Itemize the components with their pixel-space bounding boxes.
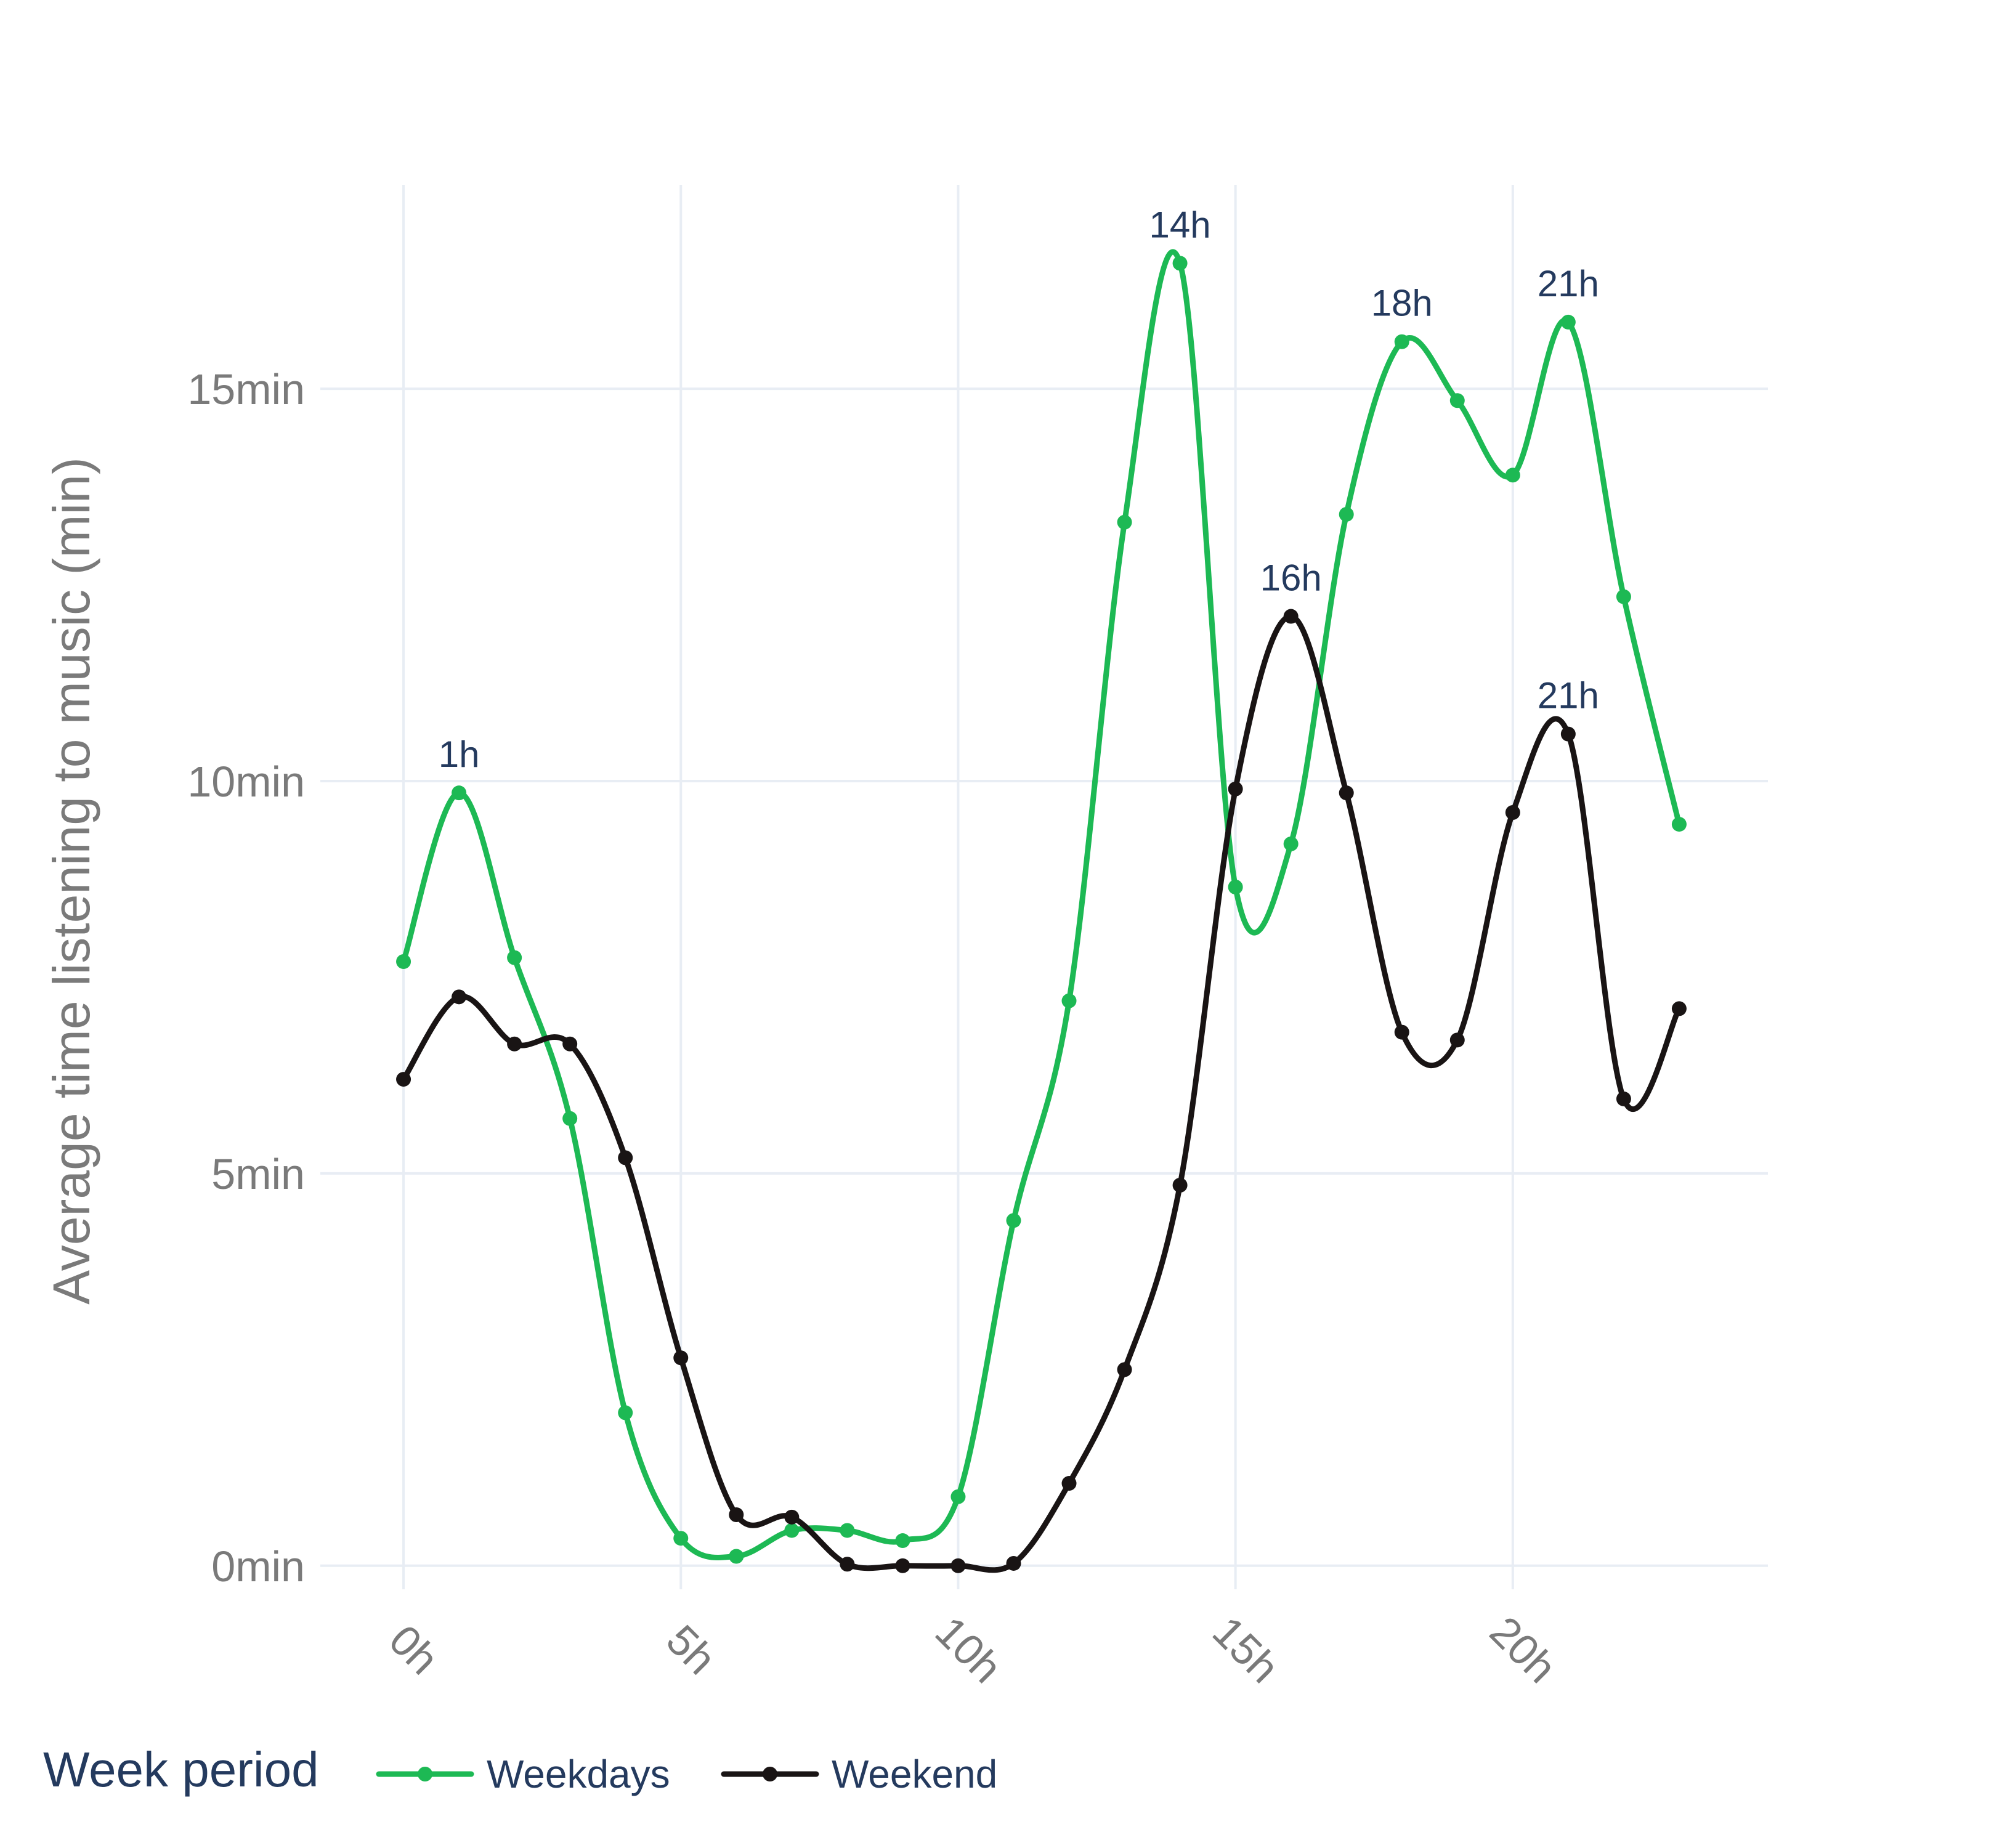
data-point-weekdays[interactable]: [1339, 506, 1354, 522]
peak-annotation: 18h: [1371, 283, 1433, 324]
y-axis-title: Average time listening to music (min): [43, 457, 100, 1305]
data-point-weekdays[interactable]: [895, 1533, 910, 1549]
y-tick-label: 10min: [187, 758, 305, 806]
data-point-weekdays[interactable]: [1505, 468, 1520, 483]
data-point-weekend[interactable]: [1505, 804, 1520, 820]
data-point-weekdays[interactable]: [452, 785, 467, 801]
data-point-weekdays[interactable]: [673, 1531, 689, 1546]
data-point-weekend[interactable]: [562, 1036, 578, 1052]
legend-swatch-marker: [418, 1767, 432, 1781]
data-point-weekend[interactable]: [950, 1558, 966, 1573]
data-point-weekend[interactable]: [1449, 1032, 1465, 1048]
peak-annotation: 21h: [1538, 263, 1599, 304]
peak-annotation: 16h: [1260, 557, 1322, 599]
data-point-weekend[interactable]: [1339, 785, 1354, 801]
data-point-weekend[interactable]: [618, 1150, 633, 1165]
legend-items[interactable]: Weekdays Weekend: [376, 1752, 997, 1796]
data-point-weekdays[interactable]: [1283, 836, 1299, 851]
x-axis-ticks: 0h 5h 10h 15h 20h: [380, 1607, 1566, 1692]
data-point-weekdays[interactable]: [1616, 589, 1631, 604]
data-point-weekend[interactable]: [840, 1557, 855, 1572]
series-weekend: [396, 609, 1687, 1573]
series-layer: [396, 249, 1687, 1573]
data-point-weekend[interactable]: [396, 1072, 411, 1087]
y-tick-label: 15min: [187, 365, 305, 413]
legend-label: Weekdays: [487, 1752, 670, 1796]
data-point-weekdays[interactable]: [1228, 880, 1243, 894]
data-point-weekdays[interactable]: [1394, 334, 1409, 349]
data-point-weekend[interactable]: [1172, 1178, 1188, 1193]
legend-item-weekdays[interactable]: Weekdays: [376, 1752, 670, 1796]
legend-item-weekend[interactable]: Weekend: [721, 1752, 997, 1796]
data-point-weekend[interactable]: [452, 989, 467, 1005]
gridlines: [320, 185, 1768, 1589]
data-point-weekdays[interactable]: [1117, 514, 1132, 530]
peak-annotation: 21h: [1538, 675, 1599, 716]
y-tick-label: 5min: [211, 1150, 305, 1198]
legend-title: Week period: [43, 1742, 319, 1797]
data-point-weekend[interactable]: [1616, 1091, 1631, 1106]
data-point-weekdays[interactable]: [840, 1523, 855, 1538]
data-point-weekend[interactable]: [1283, 609, 1299, 624]
data-point-weekend[interactable]: [1061, 1476, 1077, 1491]
data-point-weekend[interactable]: [1671, 1001, 1687, 1016]
data-point-weekdays[interactable]: [950, 1489, 966, 1504]
x-tick-label: 20h: [1481, 1607, 1566, 1692]
annotations: 1h 14h 18h 21h 16h 21h: [439, 204, 1599, 775]
legend-label: Weekend: [832, 1752, 997, 1796]
data-point-weekend[interactable]: [507, 1036, 522, 1052]
x-tick-label: 15h: [1204, 1607, 1289, 1692]
peak-annotation: 14h: [1149, 204, 1211, 245]
data-point-weekend[interactable]: [1006, 1555, 1021, 1571]
data-point-weekend[interactable]: [1117, 1362, 1132, 1377]
peak-annotation: 1h: [439, 734, 480, 775]
legend-swatch-marker: [763, 1767, 777, 1781]
data-point-weekdays[interactable]: [1560, 314, 1576, 330]
data-point-weekend[interactable]: [895, 1558, 910, 1573]
data-point-weekdays[interactable]: [1006, 1213, 1021, 1228]
data-point-weekend[interactable]: [784, 1509, 800, 1525]
data-point-weekdays[interactable]: [1172, 256, 1188, 271]
data-point-weekend[interactable]: [1228, 781, 1243, 796]
data-point-weekend[interactable]: [673, 1350, 689, 1366]
data-point-weekdays[interactable]: [507, 950, 522, 965]
series-line-weekend: [400, 614, 1682, 1573]
data-point-weekend[interactable]: [1560, 726, 1576, 742]
data-point-weekend[interactable]: [729, 1507, 744, 1522]
x-tick-label: 0h: [380, 1616, 448, 1684]
y-tick-label: 0min: [211, 1542, 305, 1591]
data-point-weekend[interactable]: [1394, 1024, 1409, 1040]
data-point-weekdays[interactable]: [784, 1523, 800, 1538]
data-point-weekdays[interactable]: [1449, 393, 1465, 408]
data-point-weekdays[interactable]: [729, 1549, 744, 1564]
series-weekdays: [396, 249, 1687, 1564]
data-point-weekdays[interactable]: [1061, 993, 1077, 1008]
x-tick-label: 5h: [657, 1616, 725, 1684]
legend[interactable]: Week period Weekdays Weekend: [43, 1742, 997, 1797]
data-point-weekdays[interactable]: [618, 1405, 633, 1420]
y-axis-ticks: 0min 5min 10min 15min: [187, 365, 305, 1591]
x-tick-label: 10h: [926, 1607, 1011, 1692]
data-point-weekdays[interactable]: [562, 1111, 578, 1126]
data-point-weekdays[interactable]: [1671, 817, 1687, 832]
data-point-weekdays[interactable]: [396, 954, 411, 970]
series-line-weekdays: [400, 249, 1682, 1560]
